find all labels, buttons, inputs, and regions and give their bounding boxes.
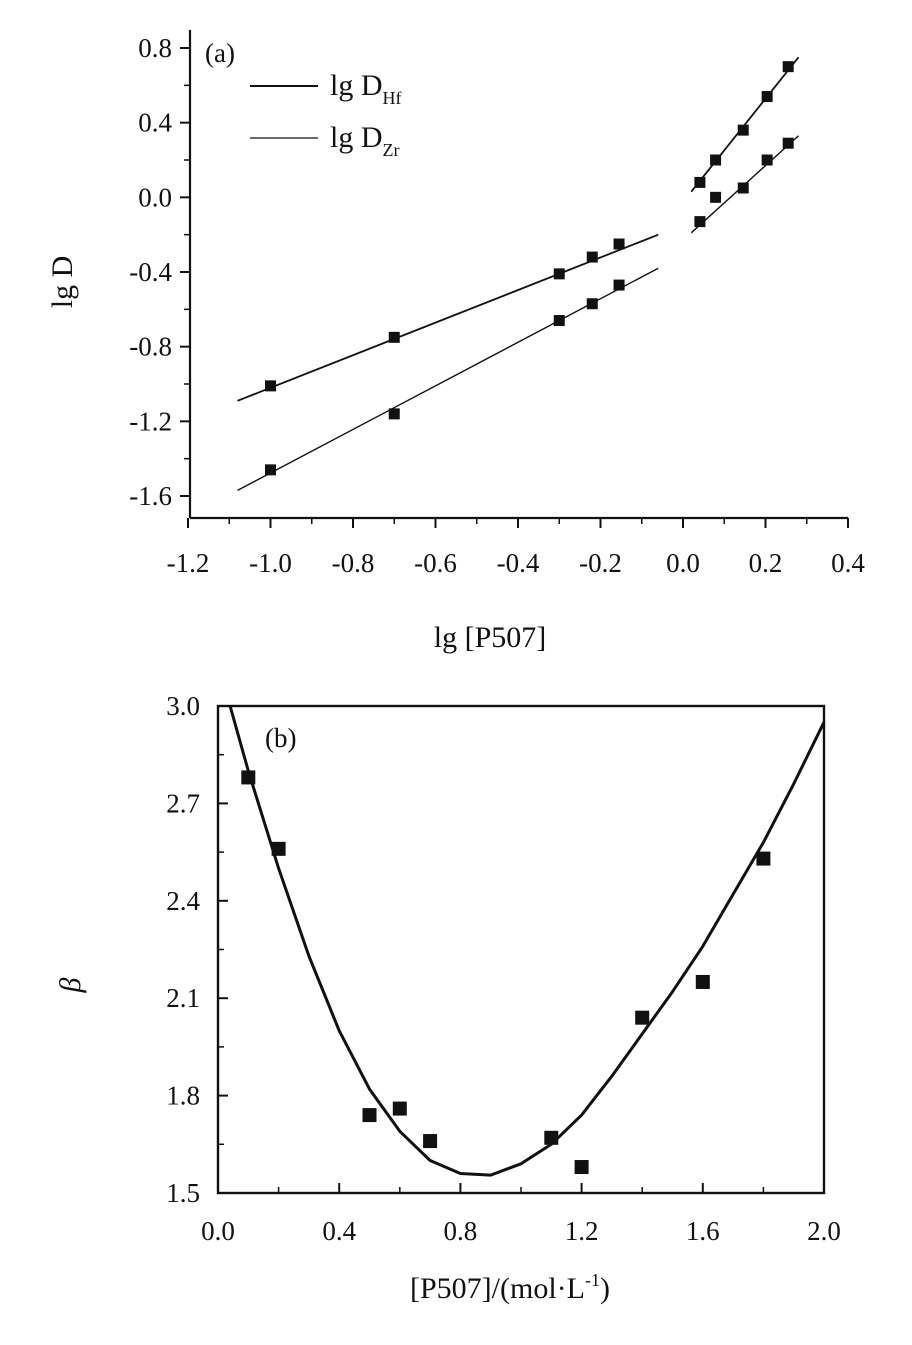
data-point-zr — [613, 279, 625, 291]
panel-b-y-tick-label: 2.1 — [166, 983, 200, 1013]
panel-a-tag: (a) — [205, 38, 235, 68]
data-point-zr — [388, 408, 400, 420]
panel-a-x-tick-label: -1.0 — [249, 548, 292, 578]
panel-a-data-points — [265, 61, 794, 476]
panel-a-fit-lines — [237, 56, 800, 492]
legend-label-zr: lg DZr — [330, 121, 400, 160]
panel-a-x-tick-label: 0.4 — [831, 548, 865, 578]
data-point-hf — [553, 268, 565, 280]
panel-a-y-tick-label: -1.2 — [129, 406, 172, 436]
data-point-zr — [553, 315, 565, 327]
panel-b-tag: (b) — [265, 723, 296, 753]
legend-label-hf: lg DHf — [330, 69, 402, 108]
data-point-zr — [586, 298, 598, 310]
data-point-hf — [694, 176, 706, 188]
data-point-beta — [423, 1134, 438, 1149]
data-point-hf — [710, 154, 722, 166]
panel-b-x-axis-title: [P507]/(mol·L-1) — [410, 1270, 610, 1305]
panel-b-y-tick-label: 2.7 — [166, 788, 200, 818]
panel-b-x-tick-label: 0.4 — [322, 1216, 356, 1246]
data-point-hf — [388, 331, 400, 343]
data-point-hf — [613, 238, 625, 250]
data-point-hf — [761, 91, 773, 103]
panel-a-x-tick-label: -0.6 — [414, 548, 457, 578]
data-point-hf — [737, 124, 749, 136]
data-point-beta — [544, 1130, 559, 1145]
panel-a-ticks: -1.2 -1.0 -0.8 -0.6 -0.4 -0.2 0.0 0.2 0.4 0.8 0.4 0… — [129, 33, 865, 578]
data-point-zr — [782, 137, 794, 149]
panel-b-y-tick-label: 2.4 — [166, 886, 200, 916]
data-point-hf — [265, 380, 276, 392]
panel-b-y-tick-label: 1.8 — [166, 1081, 200, 1111]
panel-b-x-tick-label: 1.6 — [686, 1216, 720, 1246]
data-point-zr — [694, 216, 706, 228]
panel-b-data-points — [241, 770, 771, 1175]
panel-a-legend: lg DHf lg DZr — [250, 69, 402, 160]
data-point-beta — [241, 770, 256, 785]
panel-a-y-tick-label: -1.6 — [129, 481, 172, 511]
panel-a-y-tick-label: 0.4 — [138, 108, 172, 138]
panel-b-x-tick-label: 2.0 — [807, 1216, 841, 1246]
fit-curve-beta — [228, 705, 826, 1177]
data-point-beta — [271, 841, 286, 856]
panel-a-x-tick-label: -0.4 — [497, 548, 540, 578]
panel-a-y-tick-label: -0.8 — [129, 332, 172, 362]
panel-a-x-tick-label: -0.8 — [332, 548, 375, 578]
data-point-beta — [635, 1010, 650, 1025]
panel-a-y-tick-label: -0.4 — [129, 257, 172, 287]
panel-a-x-tick-label: -1.2 — [167, 548, 210, 578]
panel-b: 0.0 0.4 0.8 1.2 1.6 2.0 3.0 2.7 2.4 2.1 1.8 1.5 (b)… — [54, 691, 841, 1305]
data-point-zr — [761, 154, 773, 166]
data-point-beta — [756, 851, 771, 866]
panel-b-axes — [216, 704, 826, 1195]
data-point-beta — [392, 1101, 407, 1116]
panel-a-x-tick-label: -0.2 — [579, 548, 622, 578]
panel-b-x-tick-label: 0.0 — [201, 1216, 235, 1246]
panel-b-x-tick-label: 1.2 — [565, 1216, 599, 1246]
data-point-hf — [782, 61, 794, 73]
data-point-beta — [362, 1108, 377, 1123]
panel-b-frame — [216, 704, 826, 1195]
panel-b-x-tick-label: 0.8 — [444, 1216, 478, 1246]
panel-b-y-tick-label: 3.0 — [166, 691, 200, 721]
panel-b-ticks: 0.0 0.4 0.8 1.2 1.6 2.0 3.0 2.7 2.4 2.1 1.8 1.5 — [166, 691, 841, 1246]
panel-a-x-axis-title: lg [P507] — [434, 621, 547, 654]
panel-b-fit-curve — [228, 705, 826, 1177]
data-point-zr — [710, 191, 722, 203]
data-point-zr — [265, 464, 276, 476]
data-point-hf — [586, 251, 598, 263]
data-point-zr — [737, 182, 749, 194]
panel-a-axes — [188, 30, 848, 520]
panel-a-x-tick-label: 0.0 — [666, 548, 700, 578]
panel-a-y-axis-title: lg D — [46, 256, 79, 309]
fit-line-hf — [690, 56, 800, 193]
data-point-beta — [574, 1160, 589, 1175]
panel-a-y-tick-label: 0.0 — [138, 182, 172, 212]
panel-b-y-axis-title: β — [54, 977, 87, 993]
panel-a-x-tick-label: 0.2 — [749, 548, 783, 578]
panel-a-y-tick-label: 0.8 — [138, 33, 172, 63]
data-point-beta — [695, 974, 710, 989]
panel-b-y-tick-label: 1.5 — [166, 1178, 200, 1208]
panel-a: -1.2 -1.0 -0.8 -0.6 -0.4 -0.2 0.0 0.2 0.4 0.8 0.4 0… — [46, 30, 865, 654]
